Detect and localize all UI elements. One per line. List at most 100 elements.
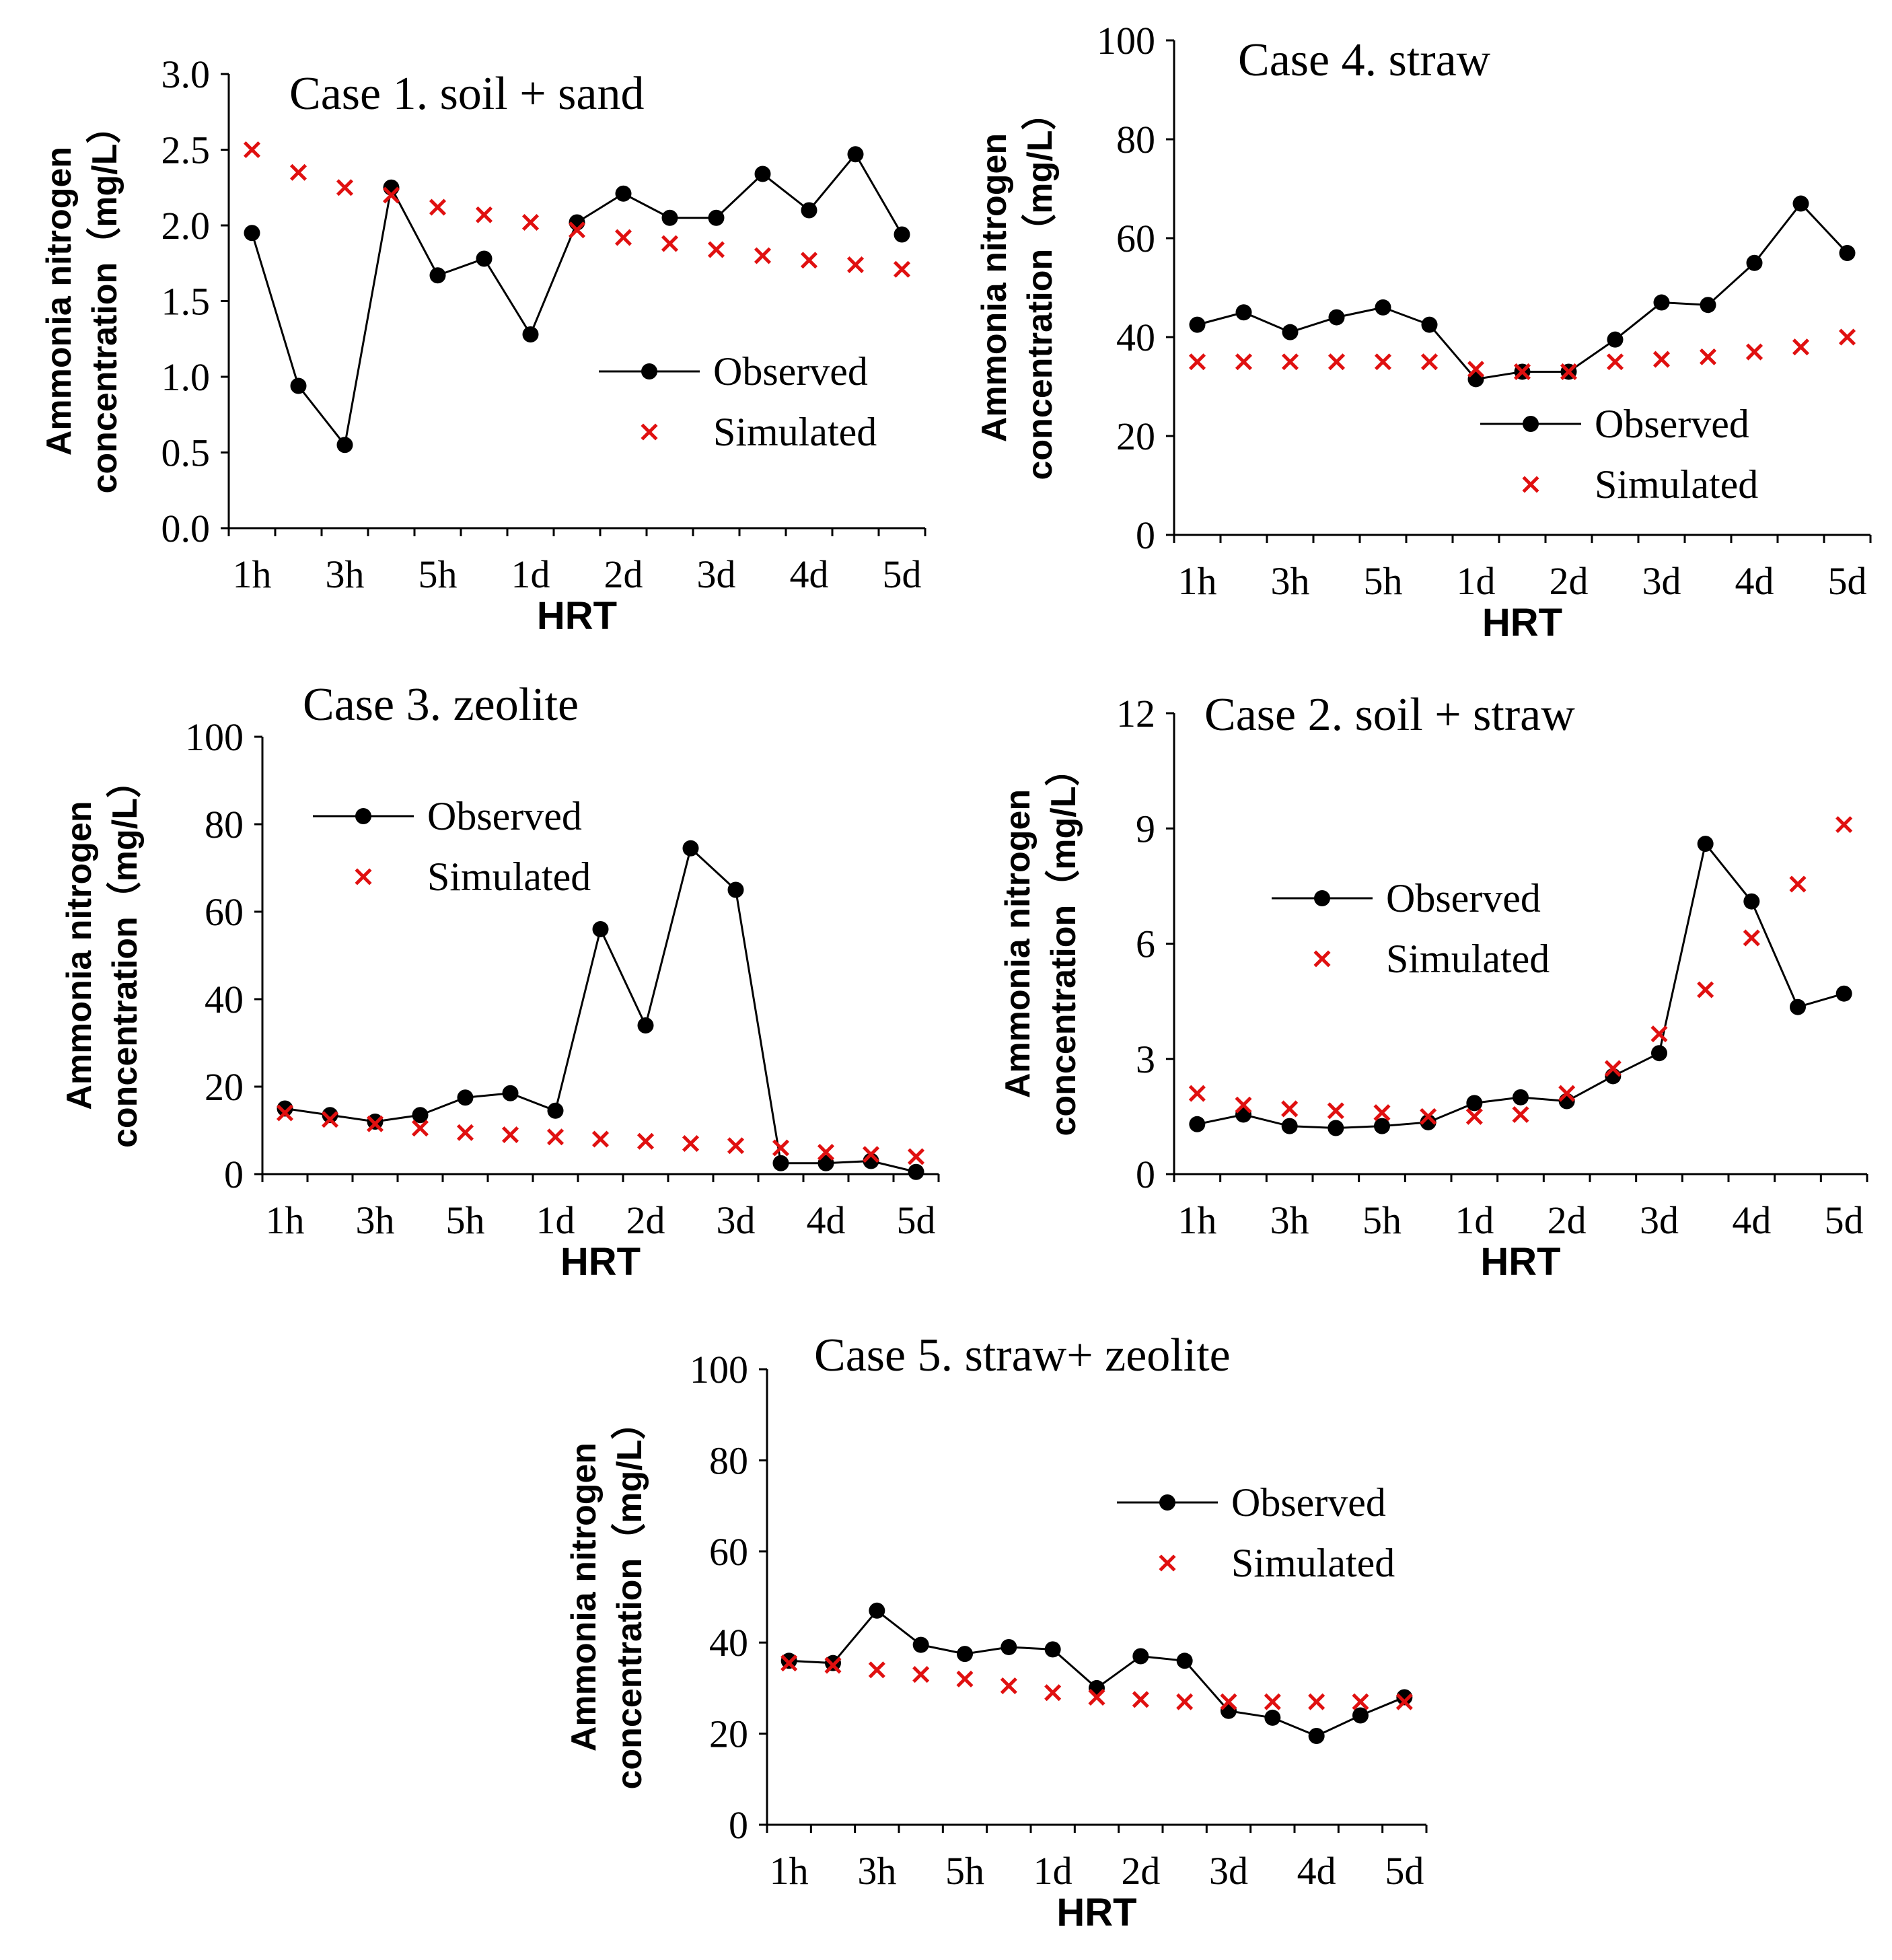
legend: Observed Simulated bbox=[313, 794, 591, 899]
legend-observed-label: Observed bbox=[713, 349, 868, 394]
x-tick-label: 1h bbox=[1177, 1198, 1216, 1242]
x-tick-label: 3d bbox=[697, 552, 736, 596]
chart-title: Case 2. soil + straw bbox=[1204, 689, 1575, 741]
x-tick-label: 5h bbox=[419, 552, 458, 596]
simulated-point bbox=[1395, 1693, 1413, 1710]
x-tick-label: 1d bbox=[536, 1198, 575, 1242]
legend-observed-label: Observed bbox=[1386, 876, 1541, 920]
simulated-point-stroke bbox=[780, 1655, 798, 1672]
legend-observed-marker bbox=[641, 363, 657, 379]
y-tick-label: 12 bbox=[1116, 692, 1155, 735]
simulated-point bbox=[1467, 361, 1485, 378]
chart-panel-case2: 0 3 6 9 12 1h 3h 5h 1d 2d 3d 4d 5d HRT Ammonia nitroge… bbox=[998, 689, 1868, 1284]
simulated-point-stroke bbox=[1838, 328, 1856, 346]
x-tick-label: 1h bbox=[1178, 559, 1217, 603]
simulated-point bbox=[1188, 353, 1206, 371]
x-tick-label: 4d bbox=[807, 1198, 846, 1242]
simulated-point bbox=[366, 1115, 384, 1132]
simulated-point-stroke bbox=[862, 1146, 880, 1163]
observed-point bbox=[908, 1163, 924, 1180]
legend-observed-marker bbox=[1159, 1494, 1175, 1511]
simulated-point bbox=[276, 1104, 294, 1122]
legend-simulated-label: Simulated bbox=[1231, 1541, 1395, 1585]
y-tick-label: 100 bbox=[690, 1348, 748, 1391]
simulated-point bbox=[1697, 981, 1714, 999]
y-axis-label-line2: concentration（mg/L） bbox=[1021, 95, 1060, 480]
simulated-point-stroke bbox=[289, 164, 307, 181]
observed-point bbox=[727, 881, 744, 898]
simulated-point-stroke bbox=[817, 1143, 835, 1161]
simulated-point bbox=[1604, 1060, 1622, 1077]
simulated-point-stroke bbox=[956, 1670, 974, 1687]
simulated-point bbox=[1373, 1104, 1391, 1122]
simulated-point bbox=[707, 241, 725, 258]
simulated-point bbox=[614, 229, 632, 246]
observed-point bbox=[1653, 294, 1670, 311]
x-tick-label: 3d bbox=[1642, 559, 1681, 603]
x-tick-label: 5d bbox=[1828, 559, 1867, 603]
simulated-point bbox=[862, 1146, 880, 1163]
x-tick-label: 3h bbox=[857, 1849, 896, 1893]
simulated-point bbox=[1132, 1691, 1149, 1708]
simulated-point bbox=[1838, 328, 1856, 346]
simulated-point-stroke bbox=[1281, 1100, 1299, 1118]
simulated-point-stroke bbox=[1132, 1691, 1149, 1708]
y-tick-label: 20 bbox=[205, 1065, 244, 1109]
y-tick-label: 3.0 bbox=[161, 52, 211, 96]
simulated-point bbox=[1220, 1693, 1237, 1710]
x-tick-label: 3h bbox=[1270, 1198, 1309, 1242]
simulated-point-stroke bbox=[1188, 353, 1206, 371]
simulated-point-stroke bbox=[366, 1115, 384, 1132]
observed-point bbox=[1697, 836, 1714, 852]
simulated-point-stroke bbox=[411, 1120, 429, 1137]
x-tick-label: 5d bbox=[1385, 1849, 1424, 1893]
y-tick-label: 9 bbox=[1136, 807, 1155, 850]
simulated-point-stroke bbox=[614, 229, 632, 246]
observed-point bbox=[869, 1602, 885, 1619]
x-tick-label: 1h bbox=[266, 1198, 305, 1242]
y-tick-label: 60 bbox=[1116, 217, 1155, 260]
simulated-point bbox=[456, 1124, 474, 1141]
simulated-point bbox=[568, 221, 586, 239]
observed-point bbox=[1607, 331, 1624, 348]
chart-title: Case 4. straw bbox=[1238, 34, 1491, 86]
legend-simulated-marker bbox=[1522, 476, 1539, 493]
simulated-point bbox=[772, 1139, 790, 1157]
legend: Observed Simulated bbox=[1272, 876, 1550, 981]
simulated-point-stroke bbox=[727, 1137, 745, 1155]
y-tick-label: 80 bbox=[205, 803, 244, 846]
x-tick-label: 5d bbox=[883, 552, 922, 596]
x-tick-label: 3h bbox=[356, 1198, 395, 1242]
x-tick-label: 4d bbox=[1735, 559, 1774, 603]
simulated-point-stroke bbox=[1467, 361, 1485, 378]
simulated-point-stroke bbox=[1558, 1085, 1576, 1102]
x-tick-label: 5d bbox=[897, 1198, 936, 1242]
y-tick-label: 80 bbox=[1116, 118, 1155, 161]
y-axis-label-line2: concentration（mg/L） bbox=[106, 763, 145, 1148]
chart-panel-case3: 0 20 40 60 80 100 1h 3h 5h 1d 2d 3d 4d 5d HRT Ammonia n… bbox=[60, 679, 940, 1284]
simulated-point bbox=[868, 1661, 885, 1679]
simulated-point bbox=[956, 1670, 974, 1687]
legend: Observed Simulated bbox=[1480, 402, 1758, 507]
simulated-point-stroke bbox=[1745, 343, 1763, 361]
simulated-point-stroke bbox=[1373, 1104, 1391, 1122]
simulated-point bbox=[1789, 875, 1807, 893]
observed-point bbox=[682, 840, 699, 857]
y-tick-label: 3 bbox=[1136, 1038, 1155, 1081]
simulated-point bbox=[893, 260, 911, 278]
simulated-point-stroke bbox=[754, 247, 772, 264]
y-tick-label: 60 bbox=[709, 1530, 748, 1574]
simulated-point bbox=[912, 1666, 930, 1683]
simulated-point-stroke bbox=[907, 1148, 925, 1165]
observed-point bbox=[502, 1085, 519, 1101]
y-axis-label: Ammonia nitrogen concentration（mg/L） bbox=[60, 763, 145, 1148]
x-tick-label: 3d bbox=[1209, 1849, 1248, 1893]
x-tick-label: 3d bbox=[717, 1198, 756, 1242]
legend-observed-marker bbox=[1523, 416, 1539, 432]
simulated-point bbox=[824, 1657, 842, 1674]
simulated-point-stroke bbox=[1697, 981, 1714, 999]
simulated-point-stroke bbox=[1327, 353, 1346, 371]
simulated-point-stroke bbox=[501, 1126, 519, 1144]
x-tick-label: 1h bbox=[233, 552, 272, 596]
simulated-point-stroke bbox=[568, 221, 586, 239]
